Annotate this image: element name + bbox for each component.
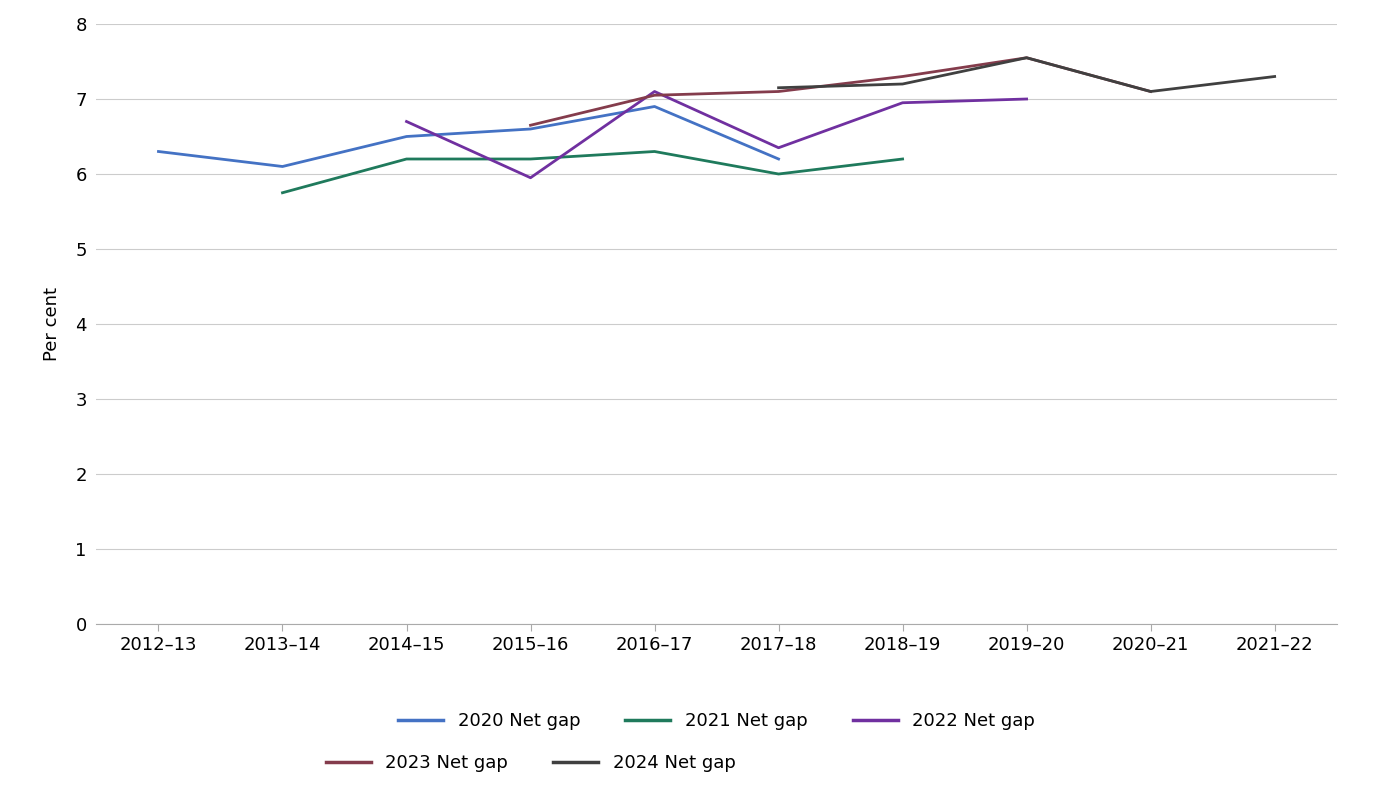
2020 Net gap	[646, 102, 663, 111]
2023 Net gap	[646, 90, 663, 100]
2024 Net gap	[770, 83, 787, 93]
2021 Net gap	[522, 154, 539, 164]
2020 Net gap	[770, 154, 787, 164]
2020 Net gap	[522, 124, 539, 134]
2023 Net gap	[770, 86, 787, 96]
Line: 2024 Net gap: 2024 Net gap	[779, 58, 1275, 91]
2020 Net gap	[150, 146, 167, 156]
2024 Net gap	[1266, 72, 1283, 82]
Line: 2021 Net gap: 2021 Net gap	[282, 151, 903, 193]
2022 Net gap	[894, 98, 911, 107]
2023 Net gap	[522, 121, 539, 130]
2022 Net gap	[522, 173, 539, 182]
Y-axis label: Per cent: Per cent	[43, 287, 62, 361]
2020 Net gap	[274, 162, 291, 171]
2022 Net gap	[1018, 94, 1035, 104]
Line: 2022 Net gap: 2022 Net gap	[407, 91, 1027, 178]
2021 Net gap	[770, 170, 787, 179]
2023 Net gap	[1142, 86, 1159, 96]
2021 Net gap	[646, 146, 663, 156]
2024 Net gap	[894, 79, 911, 89]
2021 Net gap	[274, 188, 291, 198]
Legend: 2023 Net gap, 2024 Net gap: 2023 Net gap, 2024 Net gap	[318, 747, 743, 779]
Line: 2020 Net gap: 2020 Net gap	[158, 106, 779, 166]
2022 Net gap	[646, 86, 663, 96]
2021 Net gap	[894, 154, 911, 164]
2024 Net gap	[1142, 86, 1159, 96]
2020 Net gap	[398, 132, 415, 142]
2022 Net gap	[398, 117, 415, 126]
Line: 2023 Net gap: 2023 Net gap	[531, 58, 1151, 126]
2024 Net gap	[1018, 53, 1035, 62]
2022 Net gap	[770, 143, 787, 153]
2023 Net gap	[1018, 53, 1035, 62]
2021 Net gap	[398, 154, 415, 164]
2023 Net gap	[894, 72, 911, 82]
